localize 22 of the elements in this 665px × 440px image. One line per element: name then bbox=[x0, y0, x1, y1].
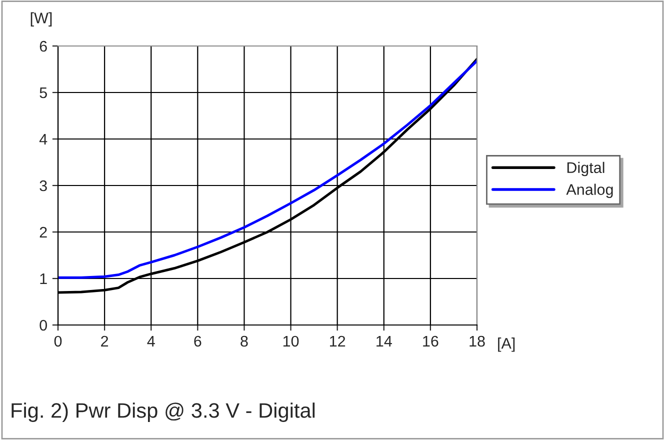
y-tick-label: 4 bbox=[39, 134, 48, 145]
x-tick-label: 16 bbox=[423, 336, 438, 347]
y-tick-label: 2 bbox=[40, 226, 47, 238]
x-tick-label: 6 bbox=[194, 336, 202, 347]
y-tick-label: 5 bbox=[40, 88, 47, 98]
legend-label: Digtal bbox=[567, 162, 604, 176]
y-tick-label: 3 bbox=[40, 180, 47, 192]
x-tick-label: 14 bbox=[376, 336, 392, 346]
legend-label: Analog bbox=[566, 184, 613, 198]
x-tick-label: 12 bbox=[330, 336, 346, 346]
x-tick-label: 18 bbox=[470, 336, 485, 347]
x-tick-label: 8 bbox=[240, 336, 248, 347]
y-tick-label: 6 bbox=[40, 40, 47, 52]
x-tick-label: 10 bbox=[283, 336, 299, 347]
y-axis-title: [W] bbox=[30, 12, 52, 26]
x-tick-label: 0 bbox=[54, 336, 62, 347]
x-axis-title: [A] bbox=[498, 338, 515, 352]
y-tick-label: 0 bbox=[40, 320, 47, 331]
caption: Fig. 2) Pwr Disp @ 3.3 V - Digital bbox=[12, 402, 315, 422]
x-tick-label: 2 bbox=[101, 336, 108, 346]
y-tick-label: 1 bbox=[40, 274, 47, 284]
x-tick-label: 4 bbox=[147, 336, 155, 346]
